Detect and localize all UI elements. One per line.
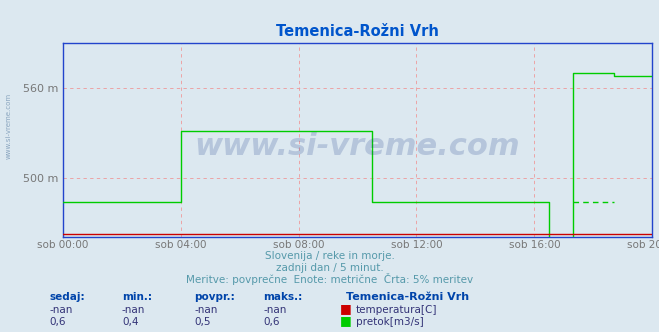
Text: Meritve: povprečne  Enote: metrične  Črta: 5% meritev: Meritve: povprečne Enote: metrične Črta:… (186, 273, 473, 285)
Text: maks.:: maks.: (264, 292, 303, 302)
Text: -nan: -nan (264, 305, 287, 315)
Text: zadnji dan / 5 minut.: zadnji dan / 5 minut. (275, 263, 384, 273)
Text: -nan: -nan (49, 305, 72, 315)
Text: -nan: -nan (122, 305, 145, 315)
Text: -nan: -nan (194, 305, 217, 315)
Text: www.si-vreme.com: www.si-vreme.com (194, 131, 521, 161)
Text: 0,4: 0,4 (122, 317, 138, 327)
Text: www.si-vreme.com: www.si-vreme.com (5, 93, 12, 159)
Text: Temenica-Rožni Vrh: Temenica-Rožni Vrh (346, 292, 469, 302)
Text: 0,6: 0,6 (264, 317, 280, 327)
Text: ■: ■ (339, 314, 351, 327)
Text: ■: ■ (339, 302, 351, 315)
Text: 0,5: 0,5 (194, 317, 211, 327)
Text: pretok[m3/s]: pretok[m3/s] (356, 317, 424, 327)
Text: Slovenija / reke in morje.: Slovenija / reke in morje. (264, 251, 395, 261)
Text: povpr.:: povpr.: (194, 292, 235, 302)
Text: temperatura[C]: temperatura[C] (356, 305, 438, 315)
Text: sedaj:: sedaj: (49, 292, 85, 302)
Title: Temenica-Rožni Vrh: Temenica-Rožni Vrh (276, 24, 439, 39)
Text: min.:: min.: (122, 292, 152, 302)
Text: 0,6: 0,6 (49, 317, 66, 327)
